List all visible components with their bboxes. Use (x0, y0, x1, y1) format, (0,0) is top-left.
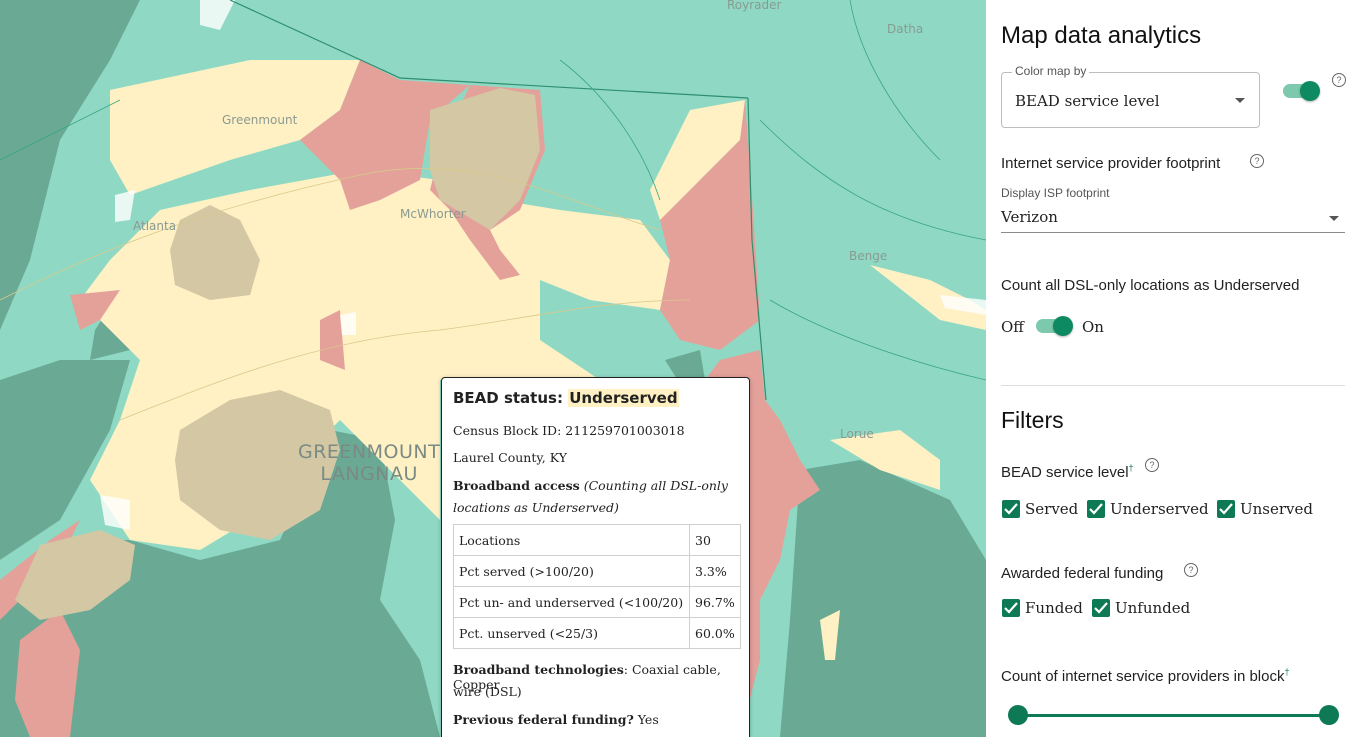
map-svg[interactable] (0, 0, 986, 737)
table-cell-label: Pct un- and underserved (<100/20) (453, 586, 690, 618)
tooltip-funding-value: Yes (633, 712, 659, 727)
unfunded-checkbox[interactable] (1092, 599, 1110, 617)
panel-title: Map data analytics (1001, 22, 1202, 49)
isp-count-heading: Count of internet service providers in b… (1001, 667, 1290, 685)
dsl-toggle[interactable] (1036, 316, 1073, 336)
table-cell-value: 30 (689, 524, 741, 556)
funded-label[interactable]: Funded (1025, 599, 1083, 617)
chevron-down-icon (1235, 98, 1245, 103)
place-label-datha: Datha (887, 22, 924, 36)
divider (1001, 385, 1345, 386)
tooltip-census-block: Census Block ID: 211259701003018 (453, 423, 685, 438)
color-map-value: BEAD service level (1015, 92, 1160, 110)
tooltip-county: Laurel County, KY (453, 450, 567, 465)
tooltip-broadband-access: Broadband access (Counting all DSL-only (453, 478, 728, 493)
served-label[interactable]: Served (1025, 500, 1079, 518)
tooltip-tech-label: Broadband technologies (453, 662, 624, 677)
tooltip-status: Underserved (568, 389, 679, 407)
served-checkbox[interactable] (1002, 500, 1020, 518)
funded-checkbox[interactable] (1002, 599, 1020, 617)
dsl-heading: Count all DSL-only locations as Underser… (1001, 277, 1300, 294)
color-map-select[interactable]: Color map by BEAD service level (1001, 64, 1260, 128)
place-label-atlanta: Atlanta (133, 219, 177, 233)
region-label: GREENMOUNT LANGNAU (298, 441, 440, 485)
isp-footprint-select[interactable]: Verizon (1001, 204, 1345, 233)
table-row: Pct served (>100/20) 3.3% (453, 555, 741, 587)
table-cell-label: Pct served (>100/20) (453, 555, 690, 587)
underserved-checkbox[interactable] (1087, 500, 1105, 518)
table-row: Pct. unserved (<25/3) 60.0% (453, 617, 741, 649)
tooltip-technologies: Broadband technologies: Coaxial cable, C… (453, 662, 749, 692)
dsl-on-label: On (1082, 318, 1104, 336)
table-row: Pct un- and underserved (<100/20) 96.7% (453, 586, 741, 618)
region-label-line2: LANGNAU (320, 463, 418, 485)
check-icon (1089, 503, 1103, 515)
check-icon (1094, 602, 1108, 614)
check-icon (1004, 602, 1018, 614)
dagger-mark: † (1128, 463, 1134, 473)
tooltip-tech-value2: wire (DSL) (453, 684, 522, 699)
underserved-label[interactable]: Underserved (1110, 500, 1209, 518)
tooltip-tech-value1: : Coaxial cable, Copper (453, 662, 721, 692)
isp-footprint-heading: Internet service provider footprint (1001, 155, 1221, 172)
tooltip-title: BEAD status: Underserved (453, 389, 679, 407)
analytics-panel: Map data analytics Color map by BEAD ser… (986, 0, 1360, 737)
color-map-toggle[interactable] (1283, 81, 1320, 101)
tooltip-stats-table: Locations 30 Pct served (>100/20) 3.3% Pct… (453, 524, 741, 649)
table-cell-value: 3.3% (689, 555, 741, 587)
isp-footprint-label: Display ISP footprint (1001, 186, 1110, 200)
place-label-lorue: Lorue (840, 427, 874, 441)
unserved-label[interactable]: Unserved (1240, 500, 1314, 518)
check-icon (1219, 503, 1233, 515)
toggle-knob (1053, 316, 1073, 336)
block-tooltip: BEAD status: Underserved Census Block ID… (441, 377, 750, 737)
dsl-off-label: Off (1001, 318, 1024, 336)
table-cell-label: Pct. unserved (<25/3) (453, 617, 690, 649)
help-icon[interactable]: ? (1145, 458, 1159, 472)
table-cell-label: Locations (453, 524, 690, 556)
tooltip-broadband-access-note2: locations as Underserved) (453, 500, 619, 515)
table-cell-value: 60.0% (689, 617, 741, 649)
place-label-royrader: Royrader (727, 0, 782, 12)
check-icon (1004, 503, 1018, 515)
isp-count-heading-text: Count of internet service providers in b… (1001, 668, 1285, 685)
color-map-legend: Color map by (1012, 64, 1090, 78)
isp-count-slider-track[interactable] (1018, 714, 1329, 717)
tooltip-federal-funding: Previous federal funding? Yes (453, 712, 659, 727)
map-canvas[interactable]: Royrader Datha Greenmount Atlanta McWhor… (0, 0, 986, 737)
place-label-mcwhorter: McWhorter (400, 207, 466, 221)
table-row: Locations 30 (453, 524, 741, 556)
isp-footprint-value: Verizon (1001, 208, 1058, 226)
help-icon[interactable]: ? (1332, 73, 1346, 87)
federal-funding-heading: Awarded federal funding (1001, 565, 1164, 582)
bead-level-heading-text: BEAD service level (1001, 464, 1129, 481)
help-icon[interactable]: ? (1184, 563, 1198, 577)
help-icon[interactable]: ? (1250, 154, 1264, 168)
unfunded-label[interactable]: Unfunded (1115, 599, 1191, 617)
tooltip-broadband-access-label: Broadband access (453, 478, 580, 493)
isp-count-slider-max-thumb[interactable] (1319, 705, 1339, 725)
bead-level-heading: BEAD service level† (1001, 463, 1134, 481)
region-label-line1: GREENMOUNT (298, 441, 441, 463)
place-label-greenmount: Greenmount (222, 113, 298, 127)
unserved-checkbox[interactable] (1217, 500, 1235, 518)
tooltip-funding-label: Previous federal funding? (453, 712, 634, 727)
tooltip-title-prefix: BEAD status: (453, 389, 563, 407)
toggle-knob (1300, 81, 1320, 101)
dagger-mark: † (1284, 667, 1290, 677)
isp-count-slider-min-thumb[interactable] (1008, 705, 1028, 725)
place-label-benge: Benge (849, 249, 888, 263)
chevron-down-icon (1329, 216, 1339, 221)
table-cell-value: 96.7% (689, 586, 741, 618)
tooltip-broadband-access-note1: (Counting all DSL-only (583, 478, 728, 493)
filters-title: Filters (1001, 407, 1064, 433)
